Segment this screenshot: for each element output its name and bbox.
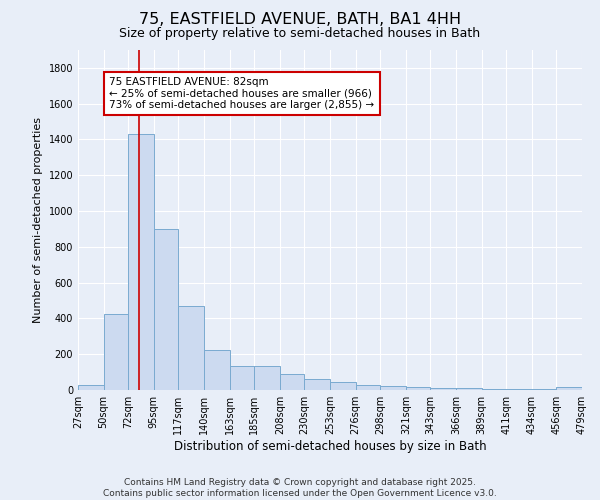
Y-axis label: Number of semi-detached properties: Number of semi-detached properties bbox=[33, 117, 43, 323]
Bar bbox=[128, 134, 154, 390]
Text: 75 EASTFIELD AVENUE: 82sqm
← 25% of semi-detached houses are smaller (966)
73% o: 75 EASTFIELD AVENUE: 82sqm ← 25% of semi… bbox=[109, 77, 374, 110]
Bar bbox=[178, 306, 204, 390]
Bar bbox=[430, 388, 456, 390]
Bar bbox=[406, 388, 430, 390]
Text: Size of property relative to semi-detached houses in Bath: Size of property relative to semi-detach… bbox=[119, 28, 481, 40]
Bar bbox=[482, 388, 506, 390]
Bar bbox=[204, 350, 230, 390]
Bar bbox=[330, 382, 356, 390]
Bar bbox=[104, 314, 128, 390]
Text: Contains HM Land Registry data © Crown copyright and database right 2025.
Contai: Contains HM Land Registry data © Crown c… bbox=[103, 478, 497, 498]
Bar bbox=[456, 388, 482, 390]
Bar bbox=[254, 366, 280, 390]
X-axis label: Distribution of semi-detached houses by size in Bath: Distribution of semi-detached houses by … bbox=[173, 440, 487, 453]
Bar bbox=[78, 384, 104, 390]
Bar bbox=[304, 380, 330, 390]
Bar bbox=[230, 366, 254, 390]
Bar bbox=[556, 388, 582, 390]
Bar bbox=[356, 384, 380, 390]
Bar bbox=[154, 229, 178, 390]
Text: 75, EASTFIELD AVENUE, BATH, BA1 4HH: 75, EASTFIELD AVENUE, BATH, BA1 4HH bbox=[139, 12, 461, 28]
Bar bbox=[532, 388, 556, 390]
Bar bbox=[280, 374, 304, 390]
Bar bbox=[506, 388, 532, 390]
Bar bbox=[380, 386, 406, 390]
